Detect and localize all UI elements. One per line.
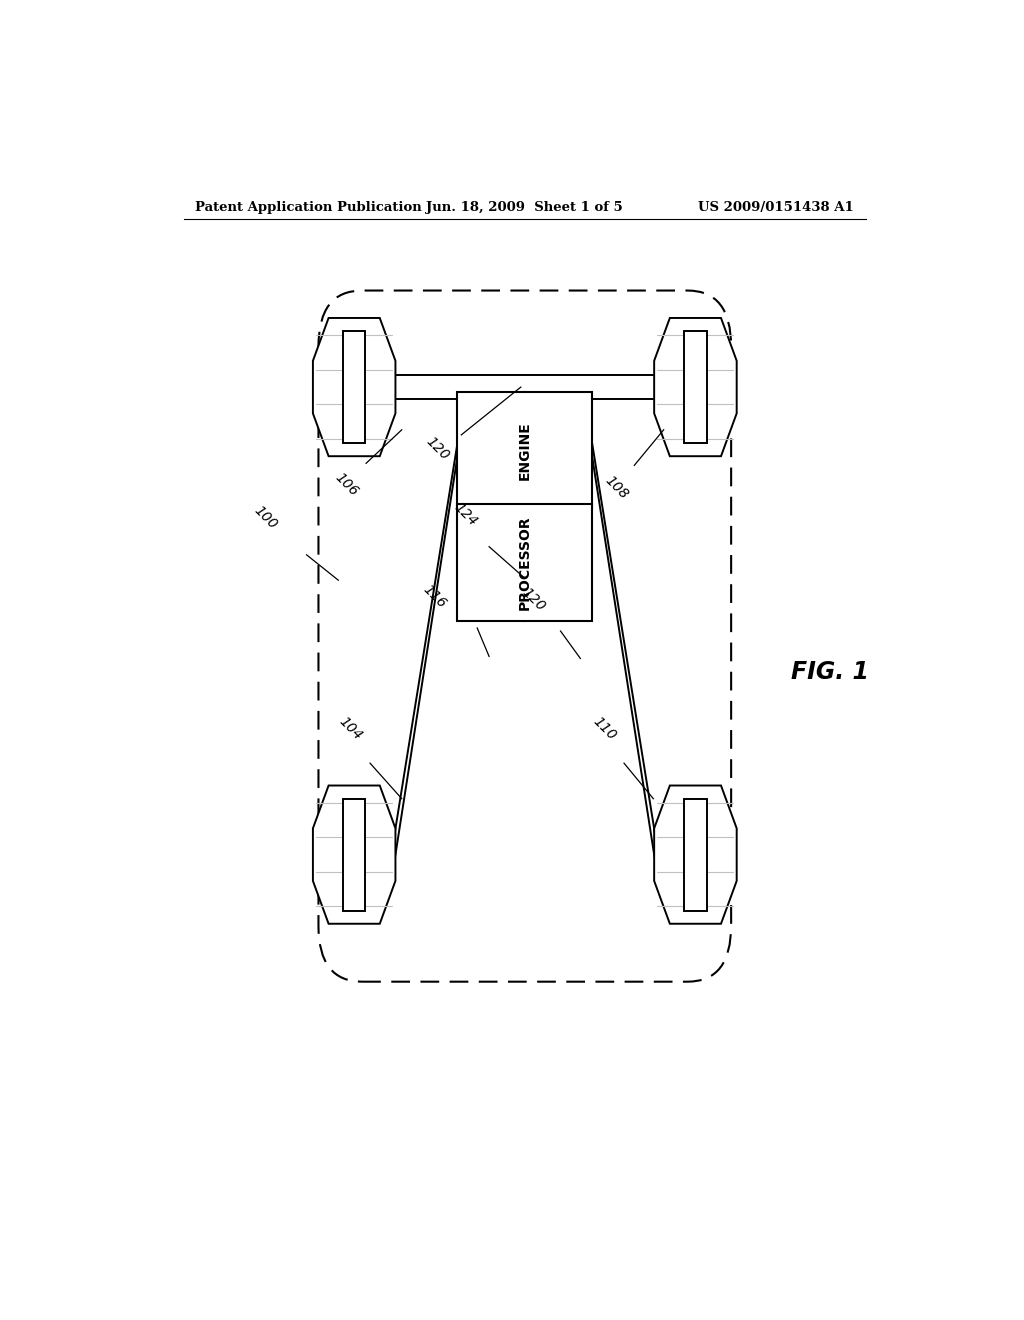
Text: PROCESSOR: PROCESSOR <box>518 515 531 610</box>
Text: 100: 100 <box>251 504 280 532</box>
Text: 104: 104 <box>336 714 365 743</box>
Text: 116: 116 <box>420 582 449 611</box>
Text: US 2009/0151438 A1: US 2009/0151438 A1 <box>698 201 854 214</box>
FancyBboxPatch shape <box>684 799 707 911</box>
FancyBboxPatch shape <box>458 392 592 510</box>
Polygon shape <box>313 318 395 457</box>
Text: FIG. 1: FIG. 1 <box>792 660 869 684</box>
Text: Jun. 18, 2009  Sheet 1 of 5: Jun. 18, 2009 Sheet 1 of 5 <box>426 201 624 214</box>
FancyBboxPatch shape <box>343 331 366 444</box>
Text: 120: 120 <box>423 434 452 463</box>
Text: 106: 106 <box>332 470 360 499</box>
Text: 120: 120 <box>519 585 548 614</box>
Text: 108: 108 <box>602 473 632 502</box>
FancyBboxPatch shape <box>343 799 366 911</box>
Text: Patent Application Publication: Patent Application Publication <box>196 201 422 214</box>
Text: 110: 110 <box>590 714 618 743</box>
Polygon shape <box>654 785 736 924</box>
Text: 124: 124 <box>451 500 479 529</box>
Text: ENGINE: ENGINE <box>518 421 531 480</box>
Polygon shape <box>654 318 736 457</box>
Polygon shape <box>313 785 395 924</box>
FancyBboxPatch shape <box>684 331 707 444</box>
FancyBboxPatch shape <box>458 504 592 620</box>
